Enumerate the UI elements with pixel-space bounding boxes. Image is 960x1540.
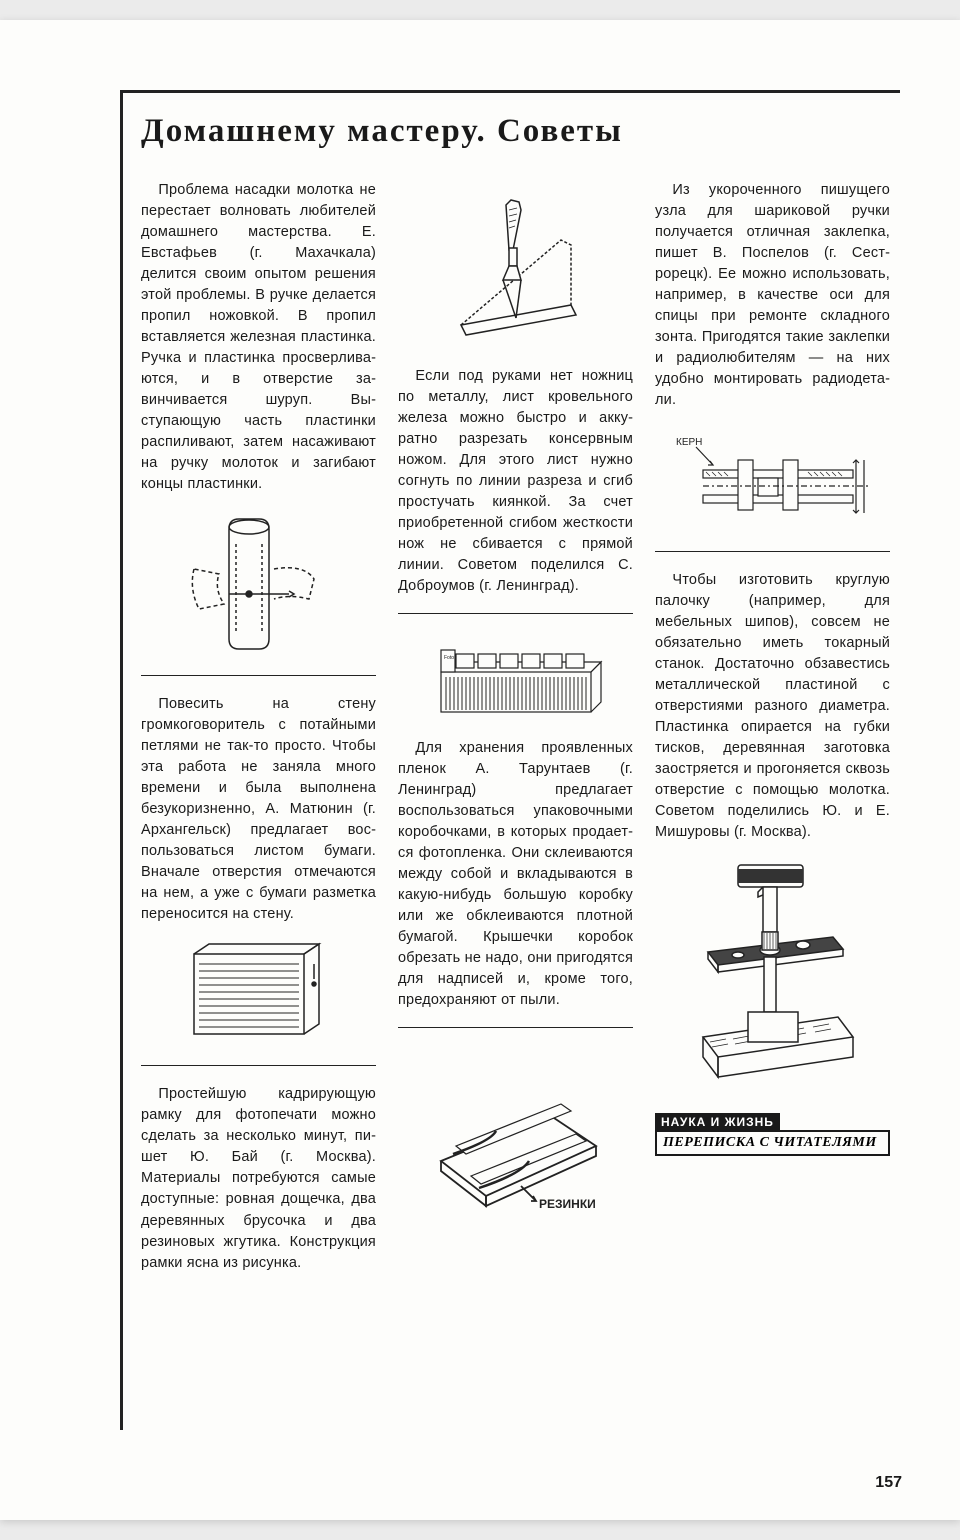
page-number: 157 <box>875 1474 902 1492</box>
separator <box>655 551 890 552</box>
tip-film-storage: Для хранения прояв­ленных пленок А. Тару… <box>398 738 633 1011</box>
footer-magazine-name: НАУКА И ЖИЗНЬ <box>655 1113 780 1131</box>
content-frame: Домашнему мастеру. Советы Проблема насад… <box>120 90 900 1430</box>
rubber-bands-label: РЕЗИНКИ <box>539 1197 596 1211</box>
magazine-footer: НАУКА И ЖИЗНЬ ПЕРЕПИСКА С ЧИТАТЕЛЯМИ <box>655 1113 890 1156</box>
column-2: Если под руками нет ножниц по металлу, л… <box>398 180 633 1288</box>
film-boxes-figure: Foto <box>426 632 606 722</box>
tip-metal-cut: Если под руками нет ножниц по металлу, л… <box>398 366 633 597</box>
footer-section-name: ПЕРЕПИСКА С ЧИТАТЕЛЯМИ <box>655 1130 890 1156</box>
separator <box>141 1065 376 1066</box>
hammer-handle-figure <box>174 509 344 659</box>
speaker-paper-figure <box>174 939 344 1049</box>
separator <box>398 613 633 614</box>
dowel-making-figure <box>678 857 868 1097</box>
tip-photo-frame: Простейшую кадри­рующую рамку для фо­топ… <box>141 1084 376 1273</box>
kern-label: КЕРН <box>676 437 702 448</box>
tip-hammer-handle: Проблема насадки мо­лотка не перестает в… <box>141 180 376 495</box>
separator <box>398 1027 633 1028</box>
columns-container: Проблема насадки мо­лотка не перестает в… <box>123 180 900 1288</box>
tip-speaker-mount: Повесить на стену громкоговоритель с по­… <box>141 694 376 925</box>
separator <box>141 675 376 676</box>
page: Домашнему мастеру. Советы Проблема насад… <box>0 20 960 1520</box>
tip-pen-rivet: Из укороченного пи­шущего узла для шари­… <box>655 180 890 411</box>
rivet-figure: КЕРН <box>668 425 878 535</box>
can-opener-figure <box>431 190 601 350</box>
column-3: Из укороченного пи­шущего узла для шари­… <box>655 180 890 1288</box>
cropping-frame-figure: РЕЗИНКИ <box>421 1046 611 1216</box>
column-1: Проблема насадки мо­лотка не перестает в… <box>141 180 376 1288</box>
svg-text:Foto: Foto <box>444 655 454 661</box>
tip-round-stick: Чтобы изготовить круг­лую палочку (напри… <box>655 570 890 843</box>
page-title: Домашнему мастеру. Советы <box>141 113 900 150</box>
